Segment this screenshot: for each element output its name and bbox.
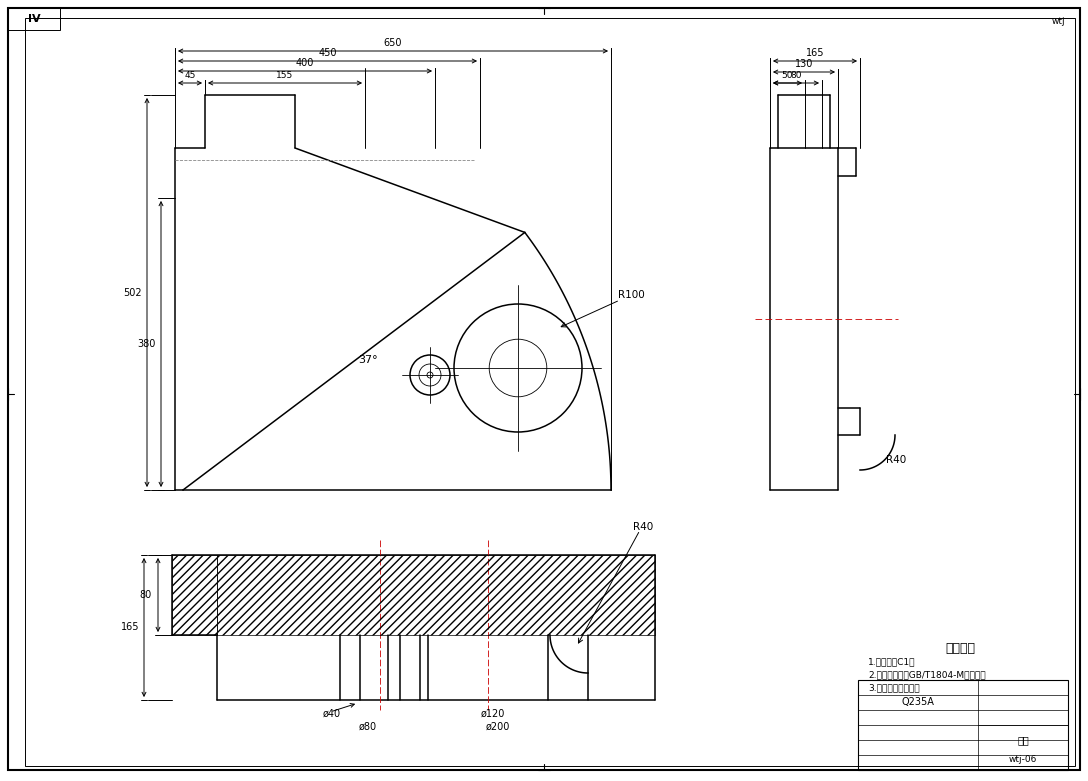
Text: IV: IV [27,14,40,24]
Text: R40: R40 [886,455,906,465]
Text: 650: 650 [384,38,403,48]
Text: 37°: 37° [358,355,378,365]
Text: 165: 165 [121,622,139,633]
Text: 動臂: 動臂 [1017,735,1029,745]
Text: R100: R100 [618,290,645,300]
Text: 1.未注倒角C1；: 1.未注倒角C1； [868,658,915,666]
Text: 50: 50 [782,70,793,80]
Text: 165: 165 [806,48,825,58]
Text: 380: 380 [138,339,157,349]
Text: 80: 80 [140,590,152,600]
Text: 450: 450 [319,48,337,58]
Text: 155: 155 [276,70,294,80]
Bar [8,8,60,30]
Text: 2.未注公差按照GB/T1804-M级执行；: 2.未注公差按照GB/T1804-M级执行； [868,671,986,679]
Text: wtj: wtj [1051,17,1065,27]
Text: 502: 502 [124,287,143,298]
Text: 技术要求: 技术要求 [945,641,975,654]
Text: 3.表面喷黄色油漆；: 3.表面喷黄色油漆； [868,683,919,693]
Text: R40: R40 [633,522,653,532]
Text: 400: 400 [296,58,314,68]
Text: ø80: ø80 [359,722,378,732]
Text: ø120: ø120 [481,709,505,719]
Text: 45: 45 [184,70,196,80]
Text: wtj-06: wtj-06 [1009,755,1037,765]
Text: ø40: ø40 [323,709,341,719]
Text: 80: 80 [790,70,802,80]
Text: 130: 130 [795,59,813,69]
Bar [858,680,1068,770]
Text: Q235A: Q235A [902,697,935,707]
Text: ø200: ø200 [486,722,510,732]
